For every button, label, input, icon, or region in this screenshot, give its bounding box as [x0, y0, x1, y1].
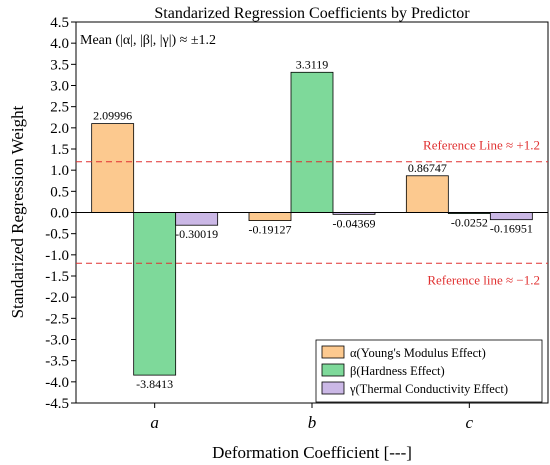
- y-tick-label: -4.5: [45, 396, 69, 412]
- bar-a-series-0: [91, 123, 135, 213]
- legend-swatch: [321, 345, 345, 359]
- reference-line-label: Reference Line ≈ +1.2: [423, 138, 540, 153]
- bar-a-series-2: [175, 212, 219, 226]
- x-axis-title: Deformation Coefficient [---]: [212, 443, 412, 462]
- y-tick-label: 2.0: [50, 121, 69, 137]
- bar-a-series-1: [133, 212, 177, 376]
- y-tick-label: 0.0: [50, 206, 69, 222]
- data-label: 0.86747: [408, 161, 447, 175]
- legend-entry: β(Hardness Effect): [350, 364, 445, 378]
- legend-box: [315, 339, 543, 403]
- mean-annotation: Mean (|α|, |β|, |γ|) ≈ ±1.2: [80, 33, 216, 48]
- y-tick-label: -2.5: [45, 311, 69, 327]
- bar-b-series-1: [290, 71, 334, 213]
- bar-c-series-0: [405, 175, 449, 213]
- y-tick-label: 3.5: [50, 57, 69, 73]
- chart-title: Standarized Regression Coefficients by P…: [154, 5, 470, 22]
- data-label: -0.30019: [175, 227, 218, 241]
- legend-swatch: [321, 363, 345, 377]
- reference-line-label: Reference line ≈ −1.2: [427, 272, 540, 287]
- y-tick-label: 1.5: [50, 142, 69, 158]
- x-tick-label: c: [466, 413, 474, 432]
- y-tick-label: -2.0: [45, 290, 69, 306]
- y-tick-label: -4.0: [45, 375, 69, 391]
- y-tick-label: -1.5: [45, 269, 69, 285]
- data-label: 3.3119: [296, 57, 329, 71]
- x-tick-label: b: [308, 413, 317, 432]
- data-label: 2.09996: [93, 109, 132, 123]
- legend-entry: γ(Thermal Conductivity Effect): [349, 382, 508, 396]
- bar-c-series-2: [489, 212, 533, 221]
- data-label: -0.04369: [333, 216, 376, 230]
- y-tick-label: 1.0: [50, 163, 69, 179]
- bar-b-series-0: [248, 212, 292, 221]
- y-tick-label: -3.0: [45, 333, 69, 349]
- data-label: -0.0252: [451, 216, 488, 230]
- y-tick-label: 2.5: [50, 100, 69, 116]
- data-label: -0.19127: [249, 223, 292, 237]
- y-tick-label: 4.0: [50, 36, 69, 52]
- y-tick-label: 4.5: [50, 15, 69, 31]
- plot-area: 4.5 4.0 3.5 3.0 2.5 2.0 1.5 1.0 0.5 0.0 -0.5 -1.0 -1…: [45, 15, 549, 432]
- legend-swatch: [321, 381, 345, 395]
- y-tick-label: -0.5: [45, 227, 69, 243]
- x-tick-label: a: [150, 413, 159, 432]
- data-label: -3.8413: [136, 377, 173, 391]
- data-label: -0.16951: [490, 222, 533, 236]
- y-axis-title: Standarized Regression Weight: [8, 105, 27, 318]
- legend-entry: α(Young's Modulus Effect): [350, 346, 486, 360]
- y-tick-label: -3.5: [45, 354, 69, 370]
- y-tick-label: -1.0: [45, 248, 69, 264]
- y-tick-label: 0.5: [50, 184, 69, 200]
- y-tick-label: 3.0: [50, 79, 69, 95]
